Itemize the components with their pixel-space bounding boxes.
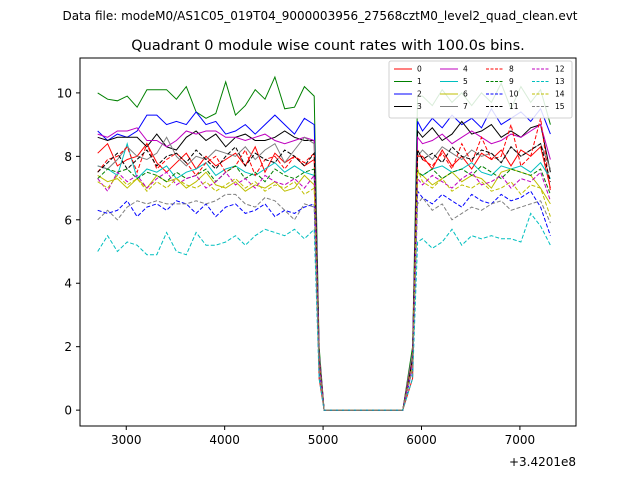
plot-frame [79,57,577,427]
series-line-6 [97,168,551,411]
x-tick-label: 4000 [209,433,240,447]
series-line-7 [97,136,551,411]
x-tick-label: 6000 [406,433,437,447]
plot-series [97,75,551,411]
series-line-15 [97,193,551,411]
y-tick-label: 4 [64,277,72,291]
legend-label: 15 [555,102,565,111]
series-line-9 [97,165,551,411]
chart-suptitle: Data file: modeM0/AS1C05_019T04_90000039… [62,9,577,23]
legend-label: 12 [555,65,565,74]
x-offset-label: +3.4201e8 [509,455,576,469]
axes: 3000 4000 5000 6000 7000 0 2 4 6 8 10 [57,86,535,447]
legend-label: 10 [509,90,519,99]
chart-title: Quadrant 0 module wise count rates with … [131,38,525,54]
series-line-0 [97,142,551,411]
legend-label: 6 [463,90,468,99]
legend-label: 8 [509,65,514,74]
series-line-10 [97,189,551,411]
series-line-11 [97,142,551,411]
legend-label: 14 [555,90,565,99]
y-tick-label: 0 [64,404,72,418]
legend-label: 11 [509,102,519,111]
x-tick-label: 7000 [505,433,536,447]
legend-label: 5 [463,77,468,86]
y-tick-label: 6 [64,213,72,227]
legend-label: 13 [555,77,565,86]
legend-label: 1 [417,77,422,86]
legend-label: 4 [463,65,468,74]
legend-box [388,60,573,119]
series-line-8 [97,118,551,411]
y-tick-label: 8 [64,150,72,164]
legend-label: 9 [509,77,514,86]
y-tick-label: 10 [57,86,72,100]
series-line-14 [97,168,551,411]
series-line-12 [97,171,551,411]
x-tick-label: 5000 [308,433,339,447]
legend-label: 2 [417,90,422,99]
legend-label: 0 [417,65,422,74]
series-line-13 [97,212,551,411]
legend-label: 7 [463,102,468,111]
series-line-5 [97,141,551,411]
series-line-4 [97,123,551,411]
legend-label: 3 [417,102,422,111]
series-line-3 [97,120,551,411]
y-tick-label: 2 [64,340,72,354]
x-tick-label: 3000 [111,433,142,447]
